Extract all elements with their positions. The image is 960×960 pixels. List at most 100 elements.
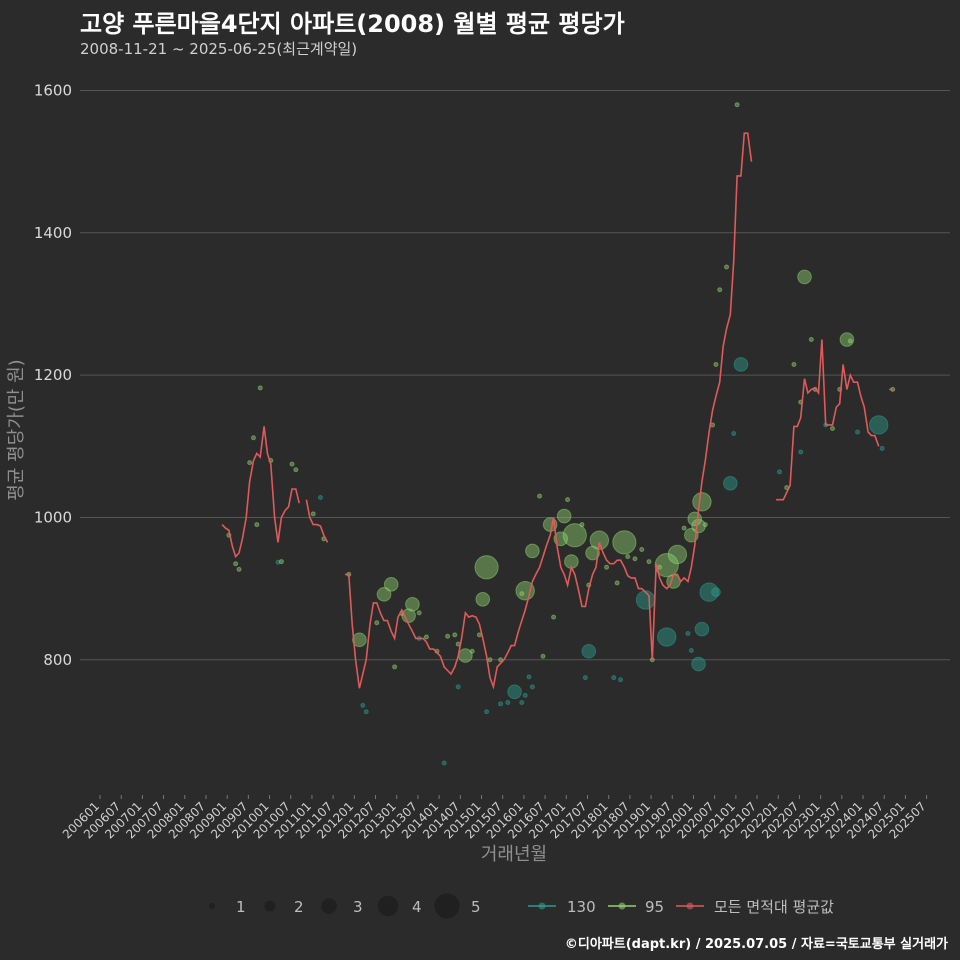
legend-item-130: 130	[528, 898, 596, 916]
point-95	[681, 525, 687, 531]
point-95	[565, 497, 571, 503]
scatter-points	[226, 102, 896, 766]
footer-credit: ©디아파트(dapt.kr) / 2025.07.05 / 자료=국토교통부 실…	[564, 937, 948, 952]
x-tick-labels: 2006012006072007012007072008012008072009…	[60, 795, 929, 842]
point-130	[455, 684, 461, 690]
point-130	[505, 699, 511, 705]
size-legend-label-1: 1	[236, 898, 246, 916]
point-95	[250, 435, 256, 441]
chart-subtitle: 2008-11-21 ~ 2025-06-25(최근계약일)	[80, 40, 358, 58]
point-95	[376, 587, 392, 602]
point-95	[604, 564, 610, 570]
point-130	[691, 656, 706, 672]
point-95	[475, 591, 491, 607]
point-130	[694, 621, 710, 637]
point-95	[808, 337, 814, 343]
y-tick-labels: 800 1000 1200 1400 1600	[34, 81, 72, 668]
point-130	[869, 415, 889, 435]
point-95	[310, 511, 316, 517]
point-95	[847, 338, 853, 344]
legend-item-avg: 모든 면적대 평균값	[676, 898, 834, 916]
y-tick-1600: 1600	[34, 81, 72, 99]
point-95	[405, 596, 420, 612]
point-130	[731, 430, 737, 436]
point-130	[635, 590, 656, 610]
point-95	[233, 561, 239, 567]
point-95	[589, 530, 610, 550]
point-95	[392, 664, 398, 670]
legend-130-label: 130	[567, 898, 596, 916]
point-130	[688, 648, 694, 654]
legend-95-marker	[618, 902, 626, 910]
point-130	[317, 495, 323, 501]
point-130	[723, 475, 738, 491]
point-95	[525, 543, 540, 559]
size-legend-label-2: 2	[294, 898, 304, 916]
point-95	[474, 555, 499, 580]
point-130	[582, 675, 588, 681]
point-130	[360, 702, 366, 708]
point-130	[581, 643, 597, 659]
point-130	[507, 684, 522, 700]
point-130	[733, 357, 749, 372]
y-tick-800: 800	[43, 651, 72, 669]
size-legend-dot-1	[209, 903, 215, 909]
point-130	[657, 627, 677, 647]
point-95	[553, 531, 569, 547]
point-130	[611, 675, 617, 681]
point-130	[529, 684, 535, 690]
point-95	[797, 269, 812, 285]
point-95	[791, 361, 797, 367]
size-legend: 1 2 3 4 5	[209, 893, 481, 919]
point-95	[667, 544, 688, 565]
point-95	[625, 554, 631, 560]
point-95	[632, 556, 638, 562]
point-95	[562, 523, 587, 548]
point-95	[289, 461, 295, 467]
point-95	[654, 553, 679, 578]
point-95	[487, 657, 493, 663]
size-legend-dot-4	[377, 895, 399, 917]
point-95	[579, 522, 585, 528]
average-line-segment	[305, 499, 329, 543]
point-130	[855, 429, 861, 435]
point-95	[383, 577, 399, 592]
y-tick-1400: 1400	[34, 224, 72, 242]
y-tick-1000: 1000	[34, 508, 72, 526]
point-130	[441, 760, 447, 766]
point-95	[247, 460, 253, 466]
legend-95-label: 95	[645, 898, 664, 916]
point-95	[469, 648, 475, 654]
size-legend-dot-3	[321, 898, 337, 914]
point-95	[612, 530, 637, 555]
point-130	[699, 582, 719, 602]
point-95	[519, 591, 525, 597]
point-130	[363, 709, 369, 715]
point-95	[692, 492, 712, 512]
point-130	[685, 630, 691, 636]
point-130	[618, 677, 624, 683]
grid-lines	[80, 89, 950, 661]
average-line-segment	[776, 339, 880, 501]
point-130	[711, 587, 721, 598]
legend-item-95: 95	[608, 898, 664, 916]
size-legend-dot-2	[264, 900, 276, 912]
chart-title: 고양 푸른마을4단지 아파트(2008) 월별 평균 평당가	[80, 10, 625, 38]
average-line-segment	[221, 426, 300, 559]
legend-avg-marker	[686, 902, 694, 910]
legend-avg-label: 모든 면적대 평균값	[714, 898, 834, 916]
point-95	[734, 102, 740, 108]
point-95	[639, 546, 645, 552]
point-95	[423, 634, 429, 640]
point-95	[614, 580, 620, 586]
point-130	[798, 449, 804, 455]
point-130	[498, 701, 504, 707]
point-95	[452, 632, 458, 638]
point-130	[777, 469, 783, 475]
point-95	[374, 620, 380, 626]
legend: 1 2 3 4 5 130 95 모든 면적대 평균값	[209, 893, 834, 919]
point-95	[498, 657, 504, 663]
x-axis-title: 거래년월	[481, 844, 547, 865]
point-95	[691, 518, 706, 534]
